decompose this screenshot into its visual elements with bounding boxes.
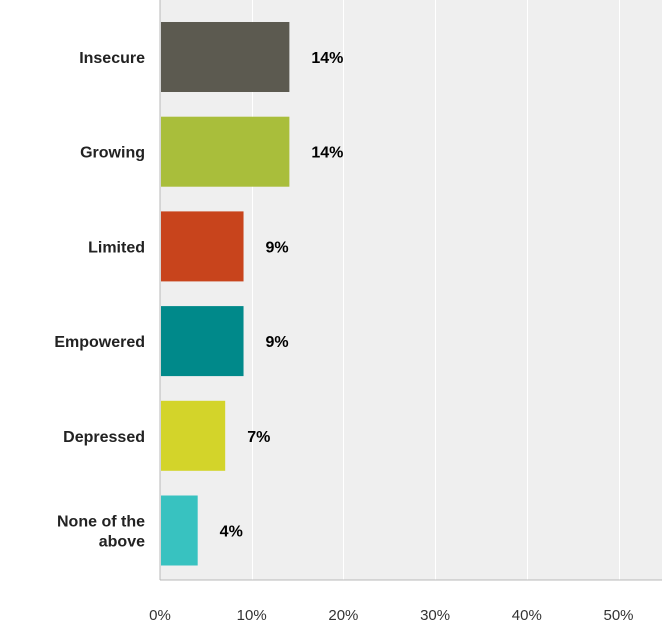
category-label: Insecure: [79, 50, 145, 67]
category-label-line: Growing: [80, 145, 145, 162]
category-label-line: Empowered: [54, 334, 145, 351]
category-label: Limited: [88, 239, 145, 256]
category-label-line: above: [99, 534, 145, 551]
value-label: 9%: [266, 334, 289, 351]
bars: [161, 22, 290, 566]
category-labels: Insecure Growing Limited Empowered Depressed…: [54, 50, 145, 551]
x-tick-label: 10%: [237, 607, 267, 624]
x-tick-label: 50%: [603, 607, 633, 624]
value-label: 4%: [220, 524, 243, 541]
category-label: Growing: [80, 145, 145, 162]
category-label: Depressed: [63, 429, 145, 446]
value-labels: 14% 14% 9% 9% 7% 4%: [220, 50, 344, 541]
x-tick-labels: 0% 10% 20% 30% 40% 50%: [149, 607, 633, 624]
value-label: 7%: [247, 429, 270, 446]
x-tick-label: 30%: [420, 607, 450, 624]
x-tick-label: 40%: [512, 607, 542, 624]
category-label: None of the above: [57, 514, 145, 551]
category-label: Empowered: [54, 334, 145, 351]
gridlines: [252, 0, 620, 580]
bar-insecure: [161, 22, 290, 92]
x-tick-label: 0%: [149, 607, 171, 624]
category-label-line: Depressed: [63, 429, 145, 446]
plot-area: [160, 0, 662, 580]
bar-empowered: [161, 306, 244, 377]
value-label: 14%: [311, 145, 343, 162]
bar-none-of-the-above: [161, 495, 198, 566]
x-tick-label: 20%: [328, 607, 358, 624]
value-label: 14%: [311, 50, 343, 67]
bar-limited: [161, 211, 244, 282]
bar-depressed: [161, 400, 226, 471]
value-label: 9%: [266, 239, 289, 256]
bar-growing: [161, 116, 290, 187]
category-label-line: None of the: [57, 514, 145, 531]
category-label-line: Limited: [88, 239, 145, 256]
category-label-line: Insecure: [79, 50, 145, 67]
